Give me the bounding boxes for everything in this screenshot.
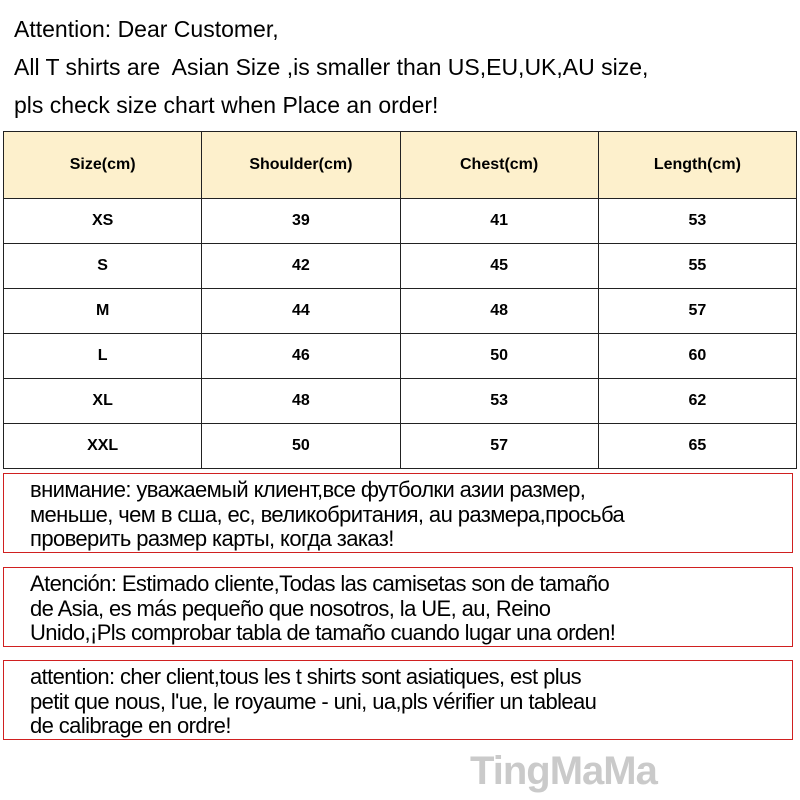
table-cell: 57: [597, 288, 798, 334]
table-row: S 42 45 55: [2, 243, 798, 289]
table-cell: 50: [201, 423, 401, 469]
table-cell: XL: [2, 378, 203, 424]
table-cell: 48: [201, 378, 401, 424]
watermark: TingMaMa: [470, 749, 658, 793]
table-row: M 44 48 57: [2, 288, 798, 334]
notice-line: de Asia, es más pequeño que nosotros, la…: [30, 595, 551, 621]
table-cell: M: [2, 288, 203, 334]
russian-notice-box: внимание: уважаемый клиент,все футболки …: [3, 473, 793, 553]
table-cell: 44: [201, 288, 401, 334]
notice-line: Atención: Estimado cliente,Todas las cam…: [30, 571, 610, 596]
table-cell: 53: [399, 378, 599, 424]
spanish-notice-box: Atención: Estimado cliente,Todas las cam…: [3, 567, 793, 647]
table-cell: 48: [399, 288, 599, 334]
table-cell: 60: [597, 333, 798, 379]
notice-line: Attention: Dear Customer,: [14, 16, 279, 42]
table-cell: 45: [399, 243, 599, 289]
table-cell: XXL: [2, 423, 203, 469]
table-cell: XS: [2, 198, 203, 244]
table-cell: 65: [597, 423, 798, 469]
table-cell: S: [2, 243, 203, 289]
header-size: Size(cm): [2, 131, 203, 199]
table-cell: 50: [399, 333, 599, 379]
table-cell: 62: [597, 378, 798, 424]
attention-notice: Attention: Dear Customer, All T shirts a…: [14, 10, 648, 124]
table-row: XS 39 41 53: [2, 198, 798, 244]
notice-line: attention: cher client,tous les t shirts…: [30, 664, 582, 689]
size-chart-table: Size(cm) Shoulder(cm) Chest(cm) Length(c…: [2, 131, 798, 469]
notice-line: проверить размер карты, когда заказ!: [30, 526, 394, 551]
table-cell: 42: [201, 243, 401, 289]
table-row: L 46 50 60: [2, 333, 798, 379]
table-row: XXL 50 57 65: [2, 423, 798, 469]
french-notice-box: attention: cher client,tous les t shirts…: [3, 660, 793, 740]
table-cell: L: [2, 333, 203, 379]
header-length: Length(cm): [597, 131, 798, 199]
table-cell: 39: [201, 198, 401, 244]
table-row: XL 48 53 62: [2, 378, 798, 424]
notice-line: меньше, чем в сша, ес, великобритания, a…: [30, 501, 625, 527]
table-header-row: Size(cm) Shoulder(cm) Chest(cm) Length(c…: [2, 131, 798, 199]
notice-line: pls check size chart when Place an order…: [14, 92, 439, 118]
table-cell: 57: [399, 423, 599, 469]
table-cell: 46: [201, 333, 401, 379]
notice-line: All T shirts are Asian Size ,is smaller …: [14, 54, 649, 80]
table-cell: 55: [597, 243, 798, 289]
header-chest: Chest(cm): [399, 131, 599, 199]
header-shoulder: Shoulder(cm): [201, 131, 401, 199]
notice-line: внимание: уважаемый клиент,все футболки …: [30, 477, 586, 502]
notice-line: petit que nous, l'ue, le royaume - uni, …: [30, 688, 597, 714]
notice-line: de calibrage en ordre!: [30, 713, 231, 738]
table-cell: 53: [597, 198, 798, 244]
notice-line: Unido,¡Pls comprobar tabla de tamaño cua…: [30, 620, 616, 645]
table-cell: 41: [399, 198, 599, 244]
